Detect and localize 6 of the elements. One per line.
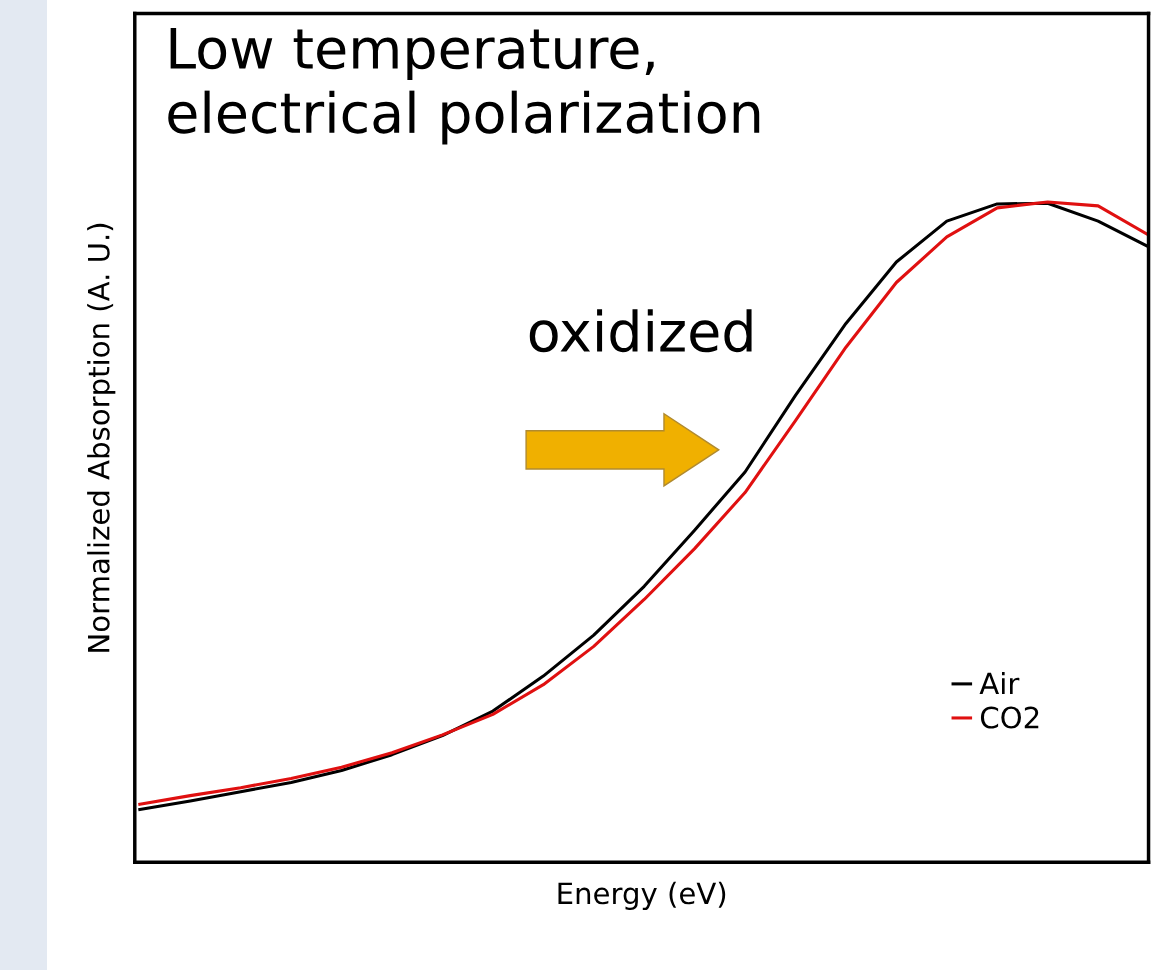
legend-label: CO2 <box>980 706 1039 729</box>
y-axis-title: Normalized Absorption (A. U.) <box>87 223 116 652</box>
legend-label: Air <box>979 671 1020 695</box>
x-axis-title: Energy (eV) <box>558 881 726 910</box>
annotation: oxidized <box>529 309 752 353</box>
text: Low temperature, electrical polarization <box>168 28 760 145</box>
